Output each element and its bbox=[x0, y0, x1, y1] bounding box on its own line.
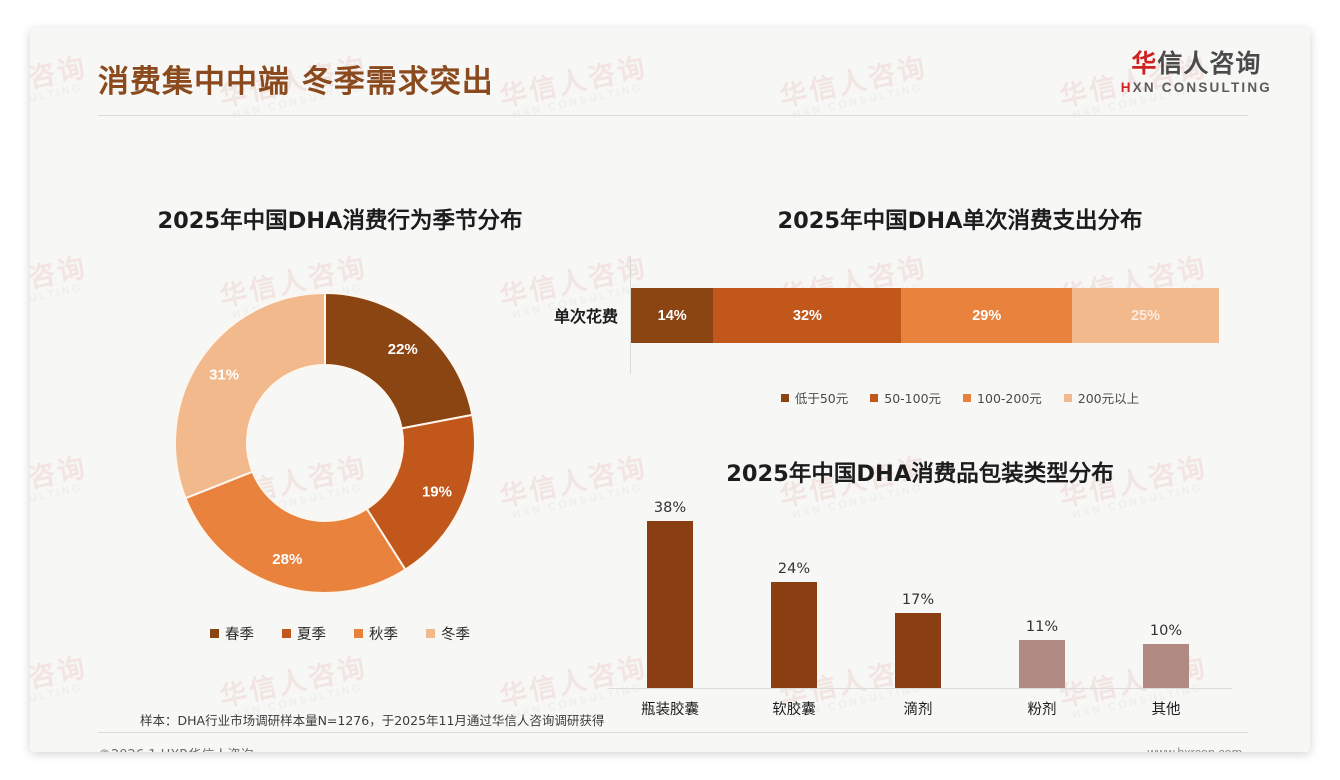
logo-chinese: 华信人咨询 bbox=[1121, 50, 1272, 78]
watermark-english: HXN CONSULTING bbox=[30, 682, 85, 721]
column-category-label: 其他 bbox=[1151, 702, 1181, 718]
legend-swatch-icon bbox=[780, 393, 789, 402]
footer-website[interactable]: www.hxrcon.com bbox=[1148, 746, 1242, 752]
legend-swatch-icon bbox=[354, 629, 363, 638]
column-bar-value: 11% bbox=[1025, 618, 1059, 635]
stacked-bar-row: 14% 32% 29% 25% bbox=[631, 288, 1219, 343]
donut-slice[interactable] bbox=[324, 291, 474, 430]
stacked-bar-legend-label: 100-200元 bbox=[977, 391, 1042, 406]
footnote-text: 样本：DHA行业市场调研样本量N=1276，于2025年11月通过华信人咨询调研… bbox=[140, 713, 605, 728]
slide-header: 消费集中中端 冬季需求突出 华信人咨询 HXN CONSULTING bbox=[30, 28, 1310, 118]
column-group: 17% bbox=[856, 503, 980, 688]
footnote-divider bbox=[98, 732, 1248, 733]
column-category-label: 滴剂 bbox=[903, 702, 933, 718]
stacked-bar-legend-label: 50-100元 bbox=[884, 391, 942, 406]
stacked-bar-segment-label: 14% bbox=[657, 307, 687, 324]
column-chart-axis bbox=[608, 688, 1232, 689]
donut-slice-label: 31% bbox=[209, 366, 239, 383]
stacked-bar-legend: 低于50元 50-100元 100-200元 200元以上 bbox=[630, 388, 1290, 407]
stacked-bar-legend-item[interactable]: 低于50元 bbox=[780, 388, 849, 407]
column-chart-plot: 38% 24% 17% 11% 10% bbox=[608, 499, 1232, 688]
column-group: 10% bbox=[1104, 503, 1228, 688]
column-group: 24% bbox=[732, 503, 856, 688]
stacked-bar-segment[interactable]: 14% bbox=[631, 288, 714, 343]
stacked-bar-panel: 2025年中国DHA单次消费支出分布 单次花费 14% 32% 29% 25% 低于5… bbox=[554, 183, 1290, 433]
column-bar[interactable] bbox=[1019, 639, 1065, 688]
stacked-bar-legend-label: 低于50元 bbox=[794, 391, 849, 406]
donut-legend-item[interactable]: 冬季 bbox=[426, 623, 470, 644]
company-logo: 华信人咨询 HXN CONSULTING bbox=[1121, 50, 1272, 95]
donut-slice[interactable] bbox=[365, 413, 476, 572]
column-bar-value: 17% bbox=[901, 592, 935, 609]
donut-legend-label: 冬季 bbox=[441, 627, 470, 643]
stacked-bar-segment-label: 29% bbox=[972, 307, 1002, 324]
donut-chart-panel: 2025年中国DHA消费行为季节分布 22% 19% 28% 31% 春季 夏季 秋季 冬季 bbox=[70, 183, 610, 663]
logo-chinese-rest: 信人咨询 bbox=[1157, 49, 1262, 78]
column-bar-value: 38% bbox=[653, 499, 687, 516]
stacked-bar-category-label: 单次花费 bbox=[553, 307, 618, 326]
stacked-bar-legend-item[interactable]: 100-200元 bbox=[963, 388, 1042, 407]
donut-legend-item[interactable]: 夏季 bbox=[282, 623, 326, 644]
column-bar[interactable] bbox=[895, 613, 941, 688]
donut-svg: 22% 19% 28% 31% bbox=[174, 291, 476, 594]
stacked-bar-segment[interactable]: 32% bbox=[713, 288, 902, 343]
stacked-bar-segment[interactable]: 29% bbox=[901, 288, 1072, 343]
stacked-bar-title: 2025年中国DHA单次消费支出分布 bbox=[777, 208, 1143, 234]
column-group: 11% bbox=[980, 503, 1104, 688]
header-divider bbox=[98, 115, 1248, 116]
donut-legend-label: 秋季 bbox=[369, 627, 398, 643]
page-title: 消费集中中端 冬季需求突出 bbox=[98, 64, 494, 100]
donut-slice-label: 28% bbox=[272, 551, 302, 568]
column-chart-title: 2025年中国DHA消费品包装类型分布 bbox=[726, 461, 1114, 487]
column-bar[interactable] bbox=[1143, 643, 1189, 688]
column-category-label: 粉剂 bbox=[1027, 702, 1057, 718]
donut-slice-label: 19% bbox=[422, 483, 452, 500]
donut-chart: 22% 19% 28% 31% bbox=[165, 283, 485, 603]
column-bar-value: 10% bbox=[1149, 622, 1183, 639]
logo-english-rest: XN CONSULTING bbox=[1132, 79, 1272, 95]
stacked-bar-legend-item[interactable]: 200元以上 bbox=[1063, 388, 1140, 407]
donut-legend: 春季 夏季 秋季 冬季 bbox=[70, 623, 610, 644]
column-category-label: 瓶装胶囊 bbox=[641, 702, 699, 718]
stacked-bar-segment-label: 25% bbox=[1130, 307, 1160, 324]
column-bar[interactable] bbox=[771, 582, 817, 688]
column-chart-categories: 瓶装胶囊 软胶囊 滴剂 粉剂 其他 bbox=[608, 698, 1232, 719]
donut-slice[interactable] bbox=[174, 291, 326, 500]
legend-swatch-icon bbox=[426, 629, 435, 638]
donut-chart-title: 2025年中国DHA消费行为季节分布 bbox=[157, 208, 523, 234]
stacked-bar-segment-label: 32% bbox=[792, 307, 822, 324]
legend-swatch-icon bbox=[963, 393, 972, 402]
logo-chinese-highlight: 华 bbox=[1131, 49, 1158, 78]
stacked-bar-legend-item[interactable]: 50-100元 bbox=[870, 388, 941, 407]
stacked-bar-legend-label: 200元以上 bbox=[1077, 391, 1140, 406]
donut-legend-label: 夏季 bbox=[297, 627, 326, 643]
column-bar-value: 24% bbox=[777, 561, 811, 578]
stacked-bar-axis bbox=[630, 256, 631, 374]
logo-english: HXN CONSULTING bbox=[1121, 80, 1272, 95]
legend-swatch-icon bbox=[210, 629, 219, 638]
legend-swatch-icon bbox=[870, 393, 879, 402]
stacked-bar-segment[interactable]: 25% bbox=[1071, 288, 1219, 343]
footer-copyright: ©2026.1 HXR华信人咨询 bbox=[98, 744, 253, 752]
logo-english-highlight: H bbox=[1120, 79, 1133, 95]
donut-slice[interactable] bbox=[184, 470, 407, 594]
column-category-label: 软胶囊 bbox=[772, 702, 816, 718]
donut-legend-label: 春季 bbox=[225, 627, 254, 643]
column-bar[interactable] bbox=[647, 520, 693, 688]
donut-slice-label: 22% bbox=[388, 341, 418, 358]
donut-legend-item[interactable]: 春季 bbox=[210, 623, 254, 644]
donut-legend-item[interactable]: 秋季 bbox=[354, 623, 398, 644]
column-chart-panel: 2025年中国DHA消费品包装类型分布 38% 24% 17% 11% 10% 瓶装胶囊… bbox=[590, 448, 1250, 718]
legend-swatch-icon bbox=[1063, 393, 1072, 402]
legend-swatch-icon bbox=[282, 629, 291, 638]
column-group: 38% bbox=[608, 499, 732, 688]
